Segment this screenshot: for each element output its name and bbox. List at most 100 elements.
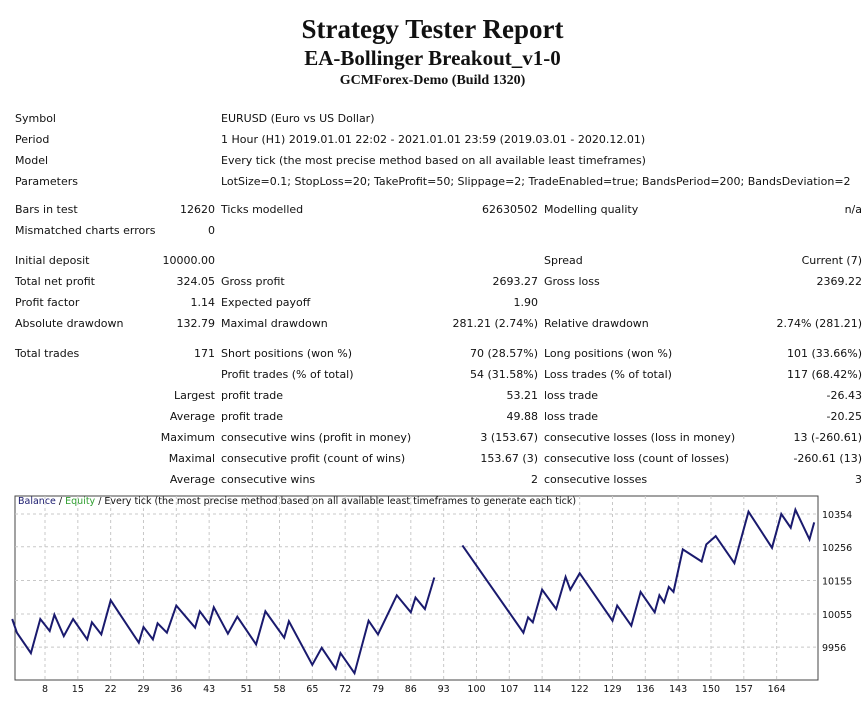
value: 2369.22 xyxy=(816,275,863,288)
value: 62630502 xyxy=(482,203,538,216)
label: Mismatched charts errors xyxy=(15,224,156,237)
x-tick-label: 114 xyxy=(533,684,551,695)
label: Total trades xyxy=(15,347,80,360)
report-title: Strategy Tester Report xyxy=(301,14,564,44)
server-name: GCMForex-Demo (Build 1320) xyxy=(339,73,526,88)
x-tick-label: 86 xyxy=(405,684,417,695)
value: 49.88 xyxy=(506,410,539,423)
value: -260.61 (13) xyxy=(793,452,862,465)
value: EURUSD (Euro vs US Dollar) xyxy=(221,112,375,125)
label: Symbol xyxy=(15,112,56,125)
row-largest: Largest profit trade 53.21 loss trade -26.… xyxy=(0,386,865,406)
label: Expected payoff xyxy=(221,296,311,309)
label: Absolute drawdown xyxy=(15,317,124,330)
label: Model xyxy=(15,154,49,167)
x-tick-label: 157 xyxy=(735,684,753,695)
label: Bars in test xyxy=(15,203,78,216)
x-tick-label: 143 xyxy=(669,684,687,695)
x-tick-label: 79 xyxy=(372,684,384,695)
row-average: Average profit trade 49.88 loss trade -20.… xyxy=(0,407,865,427)
legend-sep: / xyxy=(55,496,66,507)
label: Largest xyxy=(174,389,215,402)
label: Modelling quality xyxy=(544,203,639,216)
value: 281.21 (2.74%) xyxy=(452,317,538,330)
value: 117 (68.42%) xyxy=(786,368,862,381)
value: 53.21 xyxy=(506,389,539,402)
balance-line xyxy=(11,577,436,676)
value: 132.79 xyxy=(176,317,216,330)
x-tick-label: 58 xyxy=(273,684,285,695)
value: 13 (-260.61) xyxy=(793,431,862,444)
info-row-symbol: Symbol EURUSD (Euro vs US Dollar) xyxy=(0,109,865,129)
value: LotSize=0.1; StopLoss=20; TakeProfit=50;… xyxy=(221,175,851,188)
legend-desc: / Every tick (the most precise method ba… xyxy=(95,496,577,507)
row-profit-trades: Profit trades (% of total) 54 (31.58%) Lo… xyxy=(0,365,865,385)
row-drawdown: Absolute drawdown 132.79 Maximal drawdown… xyxy=(0,314,865,334)
row-maximal: Maximal consecutive profit (count of win… xyxy=(0,449,865,469)
info-row-period: Period 1 Hour (H1) 2019.01.01 22:02 - 202… xyxy=(0,130,865,150)
row-bars: Bars in test 12620 Ticks modelled 62630502… xyxy=(0,200,865,220)
value: 54 (31.58%) xyxy=(469,368,538,381)
label: Relative drawdown xyxy=(544,317,649,330)
x-tick-label: 65 xyxy=(306,684,318,695)
label: Gross profit xyxy=(221,275,285,288)
value: 0 xyxy=(208,224,215,237)
chart-legend: Balance / Equity / Every tick (the most … xyxy=(18,496,576,507)
label: consecutive losses xyxy=(544,473,648,486)
row-avg-consecutive: Average consecutive wins 2 consecutive lo… xyxy=(0,470,865,490)
value: n/a xyxy=(844,203,862,216)
label: Period xyxy=(15,133,50,146)
legend-equity: Equity xyxy=(65,496,96,507)
label: Maximal drawdown xyxy=(221,317,328,330)
y-tick-label: 10055 xyxy=(822,610,852,621)
label: consecutive wins (profit in money) xyxy=(221,431,412,444)
row-mismatch: Mismatched charts errors 0 xyxy=(0,221,865,241)
x-tick-label: 107 xyxy=(500,684,518,695)
label: consecutive wins xyxy=(221,473,316,486)
x-tick-label: 150 xyxy=(702,684,720,695)
label: consecutive profit (count of wins) xyxy=(221,452,406,465)
value: 3 xyxy=(855,473,862,486)
label: Spread xyxy=(544,254,583,267)
value: 101 (33.66%) xyxy=(786,347,862,360)
value: -20.25 xyxy=(826,410,862,423)
value: 2 xyxy=(531,473,538,486)
value: 1.90 xyxy=(513,296,539,309)
x-tick-label: 164 xyxy=(768,684,786,695)
chart-canvas: 8 15 22 29 36 43 51 58 65 72 79 86 93 100 107 114 122 129… xyxy=(11,495,852,695)
value: 2693.27 xyxy=(492,275,539,288)
x-tick-label: 72 xyxy=(339,684,351,695)
value: 10000.00 xyxy=(162,254,216,267)
y-tick-label: 10155 xyxy=(822,577,852,588)
label: Maximal xyxy=(168,452,215,465)
label: loss trade xyxy=(544,389,599,402)
label: Profit trades (% of total) xyxy=(221,368,354,381)
x-tick-label: 22 xyxy=(105,684,117,695)
value: Every tick (the most precise method base… xyxy=(221,154,646,167)
value: 171 xyxy=(194,347,215,360)
x-tick-label: 136 xyxy=(636,684,654,695)
label: Maximum xyxy=(160,431,215,444)
value: 1.14 xyxy=(190,296,216,309)
value: 2.74% (281.21) xyxy=(776,317,862,330)
label: Gross loss xyxy=(544,275,600,288)
y-tick-label: 10256 xyxy=(822,543,852,554)
x-tick-label: 43 xyxy=(203,684,215,695)
x-tick-label: 15 xyxy=(72,684,84,695)
label: Total net profit xyxy=(15,275,95,288)
info-row-parameters: Parameters LotSize=0.1; StopLoss=20; Take… xyxy=(0,172,865,192)
label: Long positions (won %) xyxy=(544,347,673,360)
label: Initial deposit xyxy=(15,254,90,267)
label: consecutive loss (count of losses) xyxy=(544,452,730,465)
value: 70 (28.57%) xyxy=(469,347,538,360)
label: Parameters xyxy=(15,175,78,188)
value: -26.43 xyxy=(826,389,862,402)
value: 153.67 (3) xyxy=(480,452,538,465)
x-tick-label: 8 xyxy=(42,684,48,695)
x-tick-label: 100 xyxy=(467,684,485,695)
row-trades: Total trades 171 Short positions (won %) 7… xyxy=(0,344,865,364)
value: Current (7) xyxy=(801,254,862,267)
row-maximum: Maximum consecutive wins (profit in mone… xyxy=(0,428,865,448)
label: consecutive losses (loss in money) xyxy=(544,431,736,444)
balance-chart: 8 15 22 29 36 43 51 58 65 72 79 86 93 100 107 114 122 129… xyxy=(10,492,862,702)
